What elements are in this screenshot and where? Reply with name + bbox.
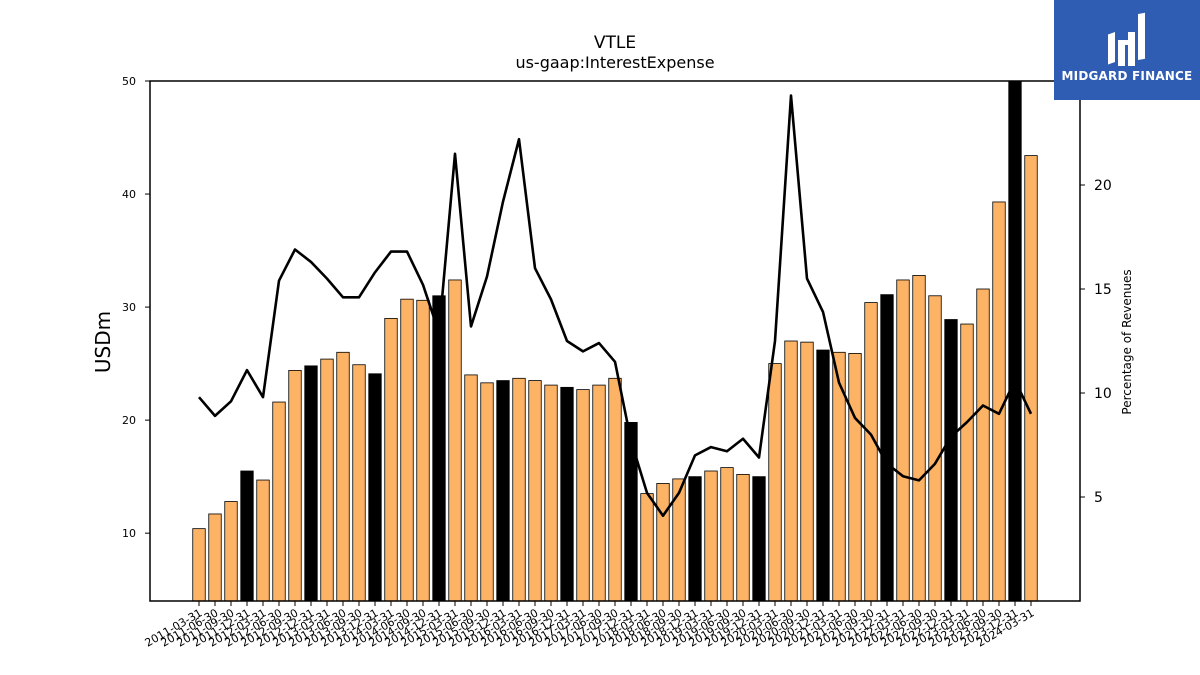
bar	[656, 483, 670, 602]
bar	[512, 377, 526, 602]
bar	[1008, 80, 1022, 602]
bar	[320, 358, 334, 602]
midgard-finance-logo: MIDGARD FINANCE	[1054, 0, 1200, 100]
bar	[592, 384, 606, 602]
bar	[560, 386, 574, 602]
bar	[464, 374, 478, 602]
bar	[304, 365, 318, 602]
bar	[480, 382, 494, 602]
bar	[768, 363, 782, 602]
bar	[688, 476, 702, 602]
bar	[416, 299, 430, 602]
y2-tick-label: 10	[1094, 386, 1112, 402]
bar	[368, 373, 382, 602]
bar	[352, 364, 366, 602]
y2-axis-label: Percentage of Revenues	[1120, 269, 1134, 414]
percentage-line	[198, 94, 1033, 518]
bar	[880, 294, 894, 602]
y-axis-label: USDm	[91, 311, 115, 373]
bar	[384, 317, 398, 602]
bar	[704, 470, 718, 602]
bar	[544, 384, 558, 602]
y-tick-label: 40	[122, 188, 136, 201]
chart-title: VTLE	[594, 33, 636, 53]
bar	[1024, 155, 1038, 602]
bar	[624, 421, 638, 602]
chart-subtitle: us-gaap:InterestExpense	[515, 53, 714, 72]
bar	[896, 279, 910, 602]
bar	[912, 275, 926, 602]
y-tick-label: 20	[122, 414, 136, 427]
bar	[608, 377, 622, 602]
y-tick-label: 10	[122, 527, 136, 540]
bar	[816, 349, 830, 602]
bar	[720, 467, 734, 602]
y-tick-label: 30	[122, 301, 136, 314]
bar	[256, 479, 270, 602]
y2-tick-label: 5	[1094, 490, 1103, 506]
bar	[448, 279, 462, 602]
bar	[240, 470, 254, 602]
bar	[976, 288, 990, 602]
bar	[272, 401, 286, 602]
bar	[576, 389, 590, 602]
bar	[640, 493, 654, 602]
bar	[192, 528, 206, 602]
y2-tick-label: 15	[1094, 282, 1112, 298]
bar	[208, 513, 222, 602]
bar	[224, 501, 238, 602]
logo-mark-icon	[1108, 12, 1145, 66]
bar	[752, 476, 766, 602]
logo-text: MIDGARD FINANCE	[1061, 69, 1193, 83]
bar	[288, 369, 302, 602]
bar	[432, 295, 446, 602]
bar	[784, 340, 798, 602]
bar	[496, 380, 510, 602]
bar	[528, 380, 542, 602]
bar	[864, 302, 878, 602]
bar	[848, 353, 862, 602]
bar	[944, 319, 958, 602]
bar	[736, 473, 750, 602]
bar	[960, 323, 974, 602]
bar	[336, 351, 350, 602]
bar	[928, 295, 942, 602]
y-tick-label: 50	[122, 75, 136, 88]
bar	[400, 298, 414, 602]
y2-tick-label: 20	[1094, 178, 1112, 194]
bar	[800, 341, 814, 602]
bar	[992, 201, 1006, 602]
